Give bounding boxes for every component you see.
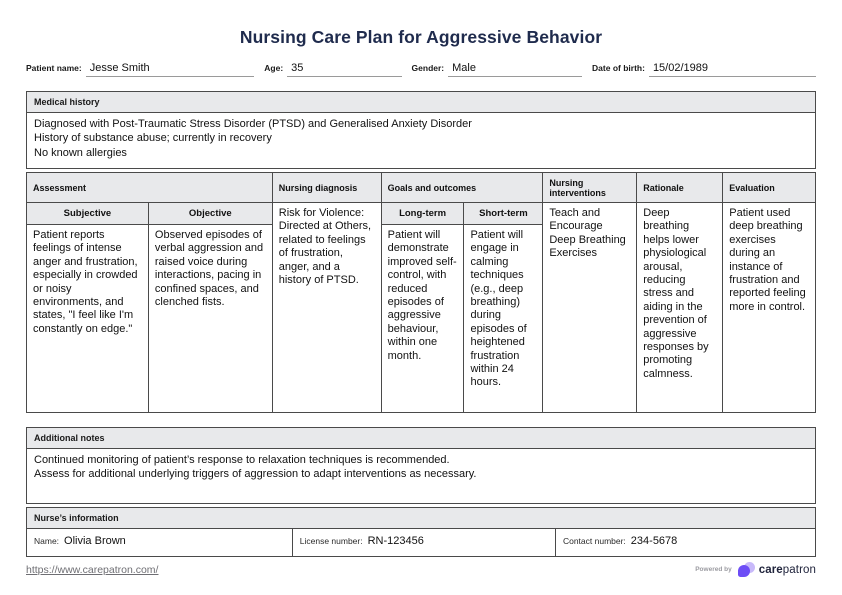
license-number-field[interactable]: RN-123456	[367, 535, 424, 547]
powered-by-brand: Powered by carepatron	[695, 562, 816, 577]
nurse-info-row: Name: Olivia Brown License number: RN-12…	[27, 529, 815, 556]
subjective-header: Subjective	[26, 202, 149, 225]
additional-notes-section: Additional notes Continued monitoring of…	[26, 427, 816, 504]
objective-header: Objective	[147, 202, 273, 225]
dob-field[interactable]: 15/02/1989	[648, 62, 816, 77]
page-title: Nursing Care Plan for Aggressive Behavio…	[239, 27, 603, 47]
footer: https://www.carepatron.com/ Powered by c…	[26, 562, 816, 577]
additional-notes-header: Additional notes	[27, 428, 815, 449]
rationale-header: Rationale	[636, 172, 724, 203]
nursing-interventions-header: Nursing interventions	[542, 172, 638, 203]
nurse-info-header: Nurse’s information	[27, 508, 815, 529]
medical-history-line: Diagnosed with Post-Traumatic Stress Dis…	[34, 118, 472, 130]
license-number-cell: License number: RN-123456	[291, 529, 555, 556]
powered-by-label: Powered by	[695, 566, 732, 573]
medical-history-line: No known allergies	[34, 146, 127, 159]
nursing-interventions-cell: Teach and Encourage Deep Breathing Exerc…	[542, 202, 638, 413]
age-field[interactable]: 35	[287, 62, 402, 77]
additional-notes-line: Assess for additional underlying trigger…	[34, 468, 477, 481]
carepatron-wordmark-bold: care	[758, 563, 783, 576]
gender-field[interactable]: Male	[448, 62, 583, 77]
patient-name-field[interactable]: Jesse Smith	[85, 62, 255, 77]
additional-notes-line: Continued monitoring of patient’s respon…	[34, 454, 450, 466]
rationale-cell: Deep breathing helps lower physiological…	[636, 202, 724, 413]
evaluation-cell: Patient used deep breathing exercises du…	[722, 202, 816, 413]
license-number-label: License number:	[299, 536, 363, 546]
evaluation-header: Evaluation	[722, 172, 816, 203]
assessment-header: Assessment	[26, 172, 273, 203]
nurse-info-section: Nurse’s information Name: Olivia Brown L…	[26, 507, 816, 557]
long-term-cell: Patient will demonstrate improved self-c…	[380, 224, 465, 413]
table-header-row: Assessment Nursing diagnosis Goals and o…	[26, 172, 816, 203]
carepatron-wordmark: carepatron	[759, 564, 816, 576]
patient-name-field-group: Patient name: Jesse Smith	[26, 62, 255, 77]
additional-notes-content: Continued monitoring of patient’s respon…	[27, 449, 815, 503]
carepatron-url-link[interactable]: https://www.carepatron.com/	[26, 563, 159, 576]
carepatron-logo-icon	[737, 562, 755, 577]
age-label: Age:	[264, 63, 284, 73]
carepatron-wordmark-regular: patron	[782, 563, 816, 576]
short-term-header: Short-term	[463, 202, 544, 225]
gender-field-group: Gender: Male	[412, 62, 583, 77]
nurse-name-cell: Name: Olivia Brown	[27, 529, 292, 556]
patient-info-row: Patient name: Jesse Smith Age: 35 Gender…	[26, 62, 816, 77]
contact-number-label: Contact number:	[562, 536, 626, 546]
contact-number-field[interactable]: 234-5678	[630, 535, 678, 547]
table-body-row: Patient reports feelings of intense ange…	[26, 224, 816, 413]
care-plan-table: Assessment Nursing diagnosis Goals and o…	[26, 172, 816, 413]
patient-name-label: Patient name:	[26, 63, 82, 73]
age-field-group: Age: 35	[264, 62, 402, 77]
dob-field-group: Date of birth: 15/02/1989	[592, 62, 816, 77]
subjective-cell: Patient reports feelings of intense ange…	[26, 224, 149, 413]
goals-outcomes-header: Goals and outcomes	[380, 172, 544, 203]
table-subheader-row: Subjective Objective Risk for Violence: …	[26, 202, 816, 413]
dob-label: Date of birth:	[592, 63, 645, 73]
nurse-name-field[interactable]: Olivia Brown	[64, 535, 126, 547]
contact-number-cell: Contact number: 234-5678	[554, 529, 815, 556]
nursing-diagnosis-cell: Risk for Violence: Directed at Others, r…	[271, 202, 382, 413]
objective-cell: Observed episodes of verbal aggression a…	[147, 224, 273, 413]
medical-history-section: Medical history Diagnosed with Post-Trau…	[26, 91, 816, 169]
medical-history-line: History of substance abuse; currently in…	[34, 132, 272, 145]
short-term-cell: Patient will engage in calming technique…	[463, 224, 544, 413]
medical-history-header: Medical history	[27, 92, 815, 113]
long-term-header: Long-term	[380, 202, 465, 225]
nurse-name-label: Name:	[34, 536, 60, 546]
nursing-diagnosis-header: Nursing diagnosis	[271, 172, 382, 203]
medical-history-content: Diagnosed with Post-Traumatic Stress Dis…	[27, 113, 815, 168]
gender-label: Gender:	[411, 63, 445, 73]
